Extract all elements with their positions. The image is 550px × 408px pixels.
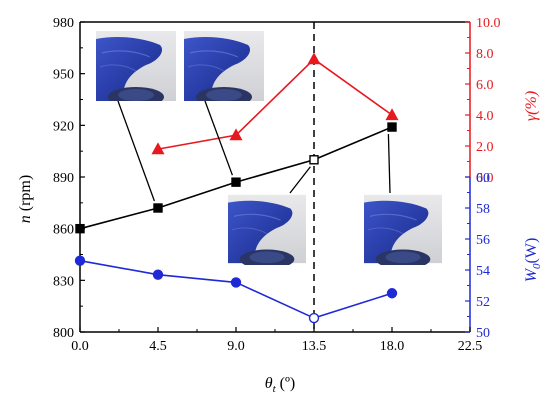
inset-photo-4-5-leader-line <box>117 100 156 202</box>
x-tick-label: 0.0 <box>71 339 89 354</box>
data-point-circle <box>386 288 398 299</box>
y-right-top-tick-label: 6.0 <box>476 78 494 93</box>
inset-photo-4-5 <box>96 31 176 101</box>
data-point-circle <box>74 255 86 266</box>
data-point-circle <box>230 277 242 288</box>
series-line-right-top <box>157 58 393 150</box>
data-point-triangle <box>385 108 399 121</box>
y-right-top-tick-label: 10.0 <box>476 16 501 31</box>
y-left-tick-label: 800 <box>53 326 74 341</box>
y-left-tick-label: 890 <box>53 171 74 186</box>
y-left-tick-label: 920 <box>53 119 74 134</box>
y-right-bottom-tick-label: 50 <box>476 326 490 341</box>
data-point-square <box>231 177 241 187</box>
y-left-axis-title: n (rpm) <box>17 175 34 223</box>
y-left-tick-label: 980 <box>53 16 74 31</box>
inset-photo-13-5 <box>228 194 306 265</box>
data-point-triangle <box>229 128 243 141</box>
y-right-top-tick-label: 0.0 <box>476 171 494 186</box>
data-point-square <box>387 122 397 132</box>
y-left-tick-label: 950 <box>53 68 74 83</box>
y-left-tick-label: 830 <box>53 274 74 289</box>
x-tick-label: 4.5 <box>149 339 167 354</box>
series-line-right-bottom <box>79 259 393 319</box>
data-point-triangle <box>151 142 165 155</box>
inset-photo-9-0 <box>184 31 264 101</box>
x-axis-title: θt (º) <box>265 375 296 395</box>
y-right-top-tick-label: 4.0 <box>476 109 494 124</box>
y-right-bottom-tick-label: 60 <box>476 171 490 186</box>
x-tick-label: 22.5 <box>458 339 483 354</box>
data-point-circle <box>152 269 164 280</box>
y-right-top-tick-label: 2.0 <box>476 140 494 155</box>
inset-photo-13-5-leader-line <box>289 166 311 194</box>
y-left-tick-label: 860 <box>53 223 74 238</box>
x-tick-label: 13.5 <box>302 339 327 354</box>
y-right-bottom-tick-label: 54 <box>476 264 490 279</box>
data-point-square <box>309 155 319 165</box>
data-point-square <box>153 203 163 213</box>
y-right-bottom-tick-label: 52 <box>476 295 490 310</box>
inset-photo-18-0 <box>364 194 442 265</box>
y-right-bottom-axis-title: W0(W) <box>523 238 543 283</box>
y-right-bottom-tick-label: 58 <box>476 202 490 217</box>
y-right-top-tick-label: 8.0 <box>476 47 494 62</box>
data-point-triangle <box>307 52 321 65</box>
x-tick-label: 9.0 <box>227 339 245 354</box>
y-right-bottom-tick-label: 56 <box>476 233 490 248</box>
y-right-top-axis-title: γ(%) <box>523 91 540 121</box>
data-point-circle <box>308 312 320 324</box>
inset-photo-18-0-leader-line <box>387 134 391 194</box>
inset-photo-9-0-leader-line <box>204 100 234 176</box>
data-point-square <box>75 223 85 234</box>
x-tick-label: 18.0 <box>380 339 405 354</box>
